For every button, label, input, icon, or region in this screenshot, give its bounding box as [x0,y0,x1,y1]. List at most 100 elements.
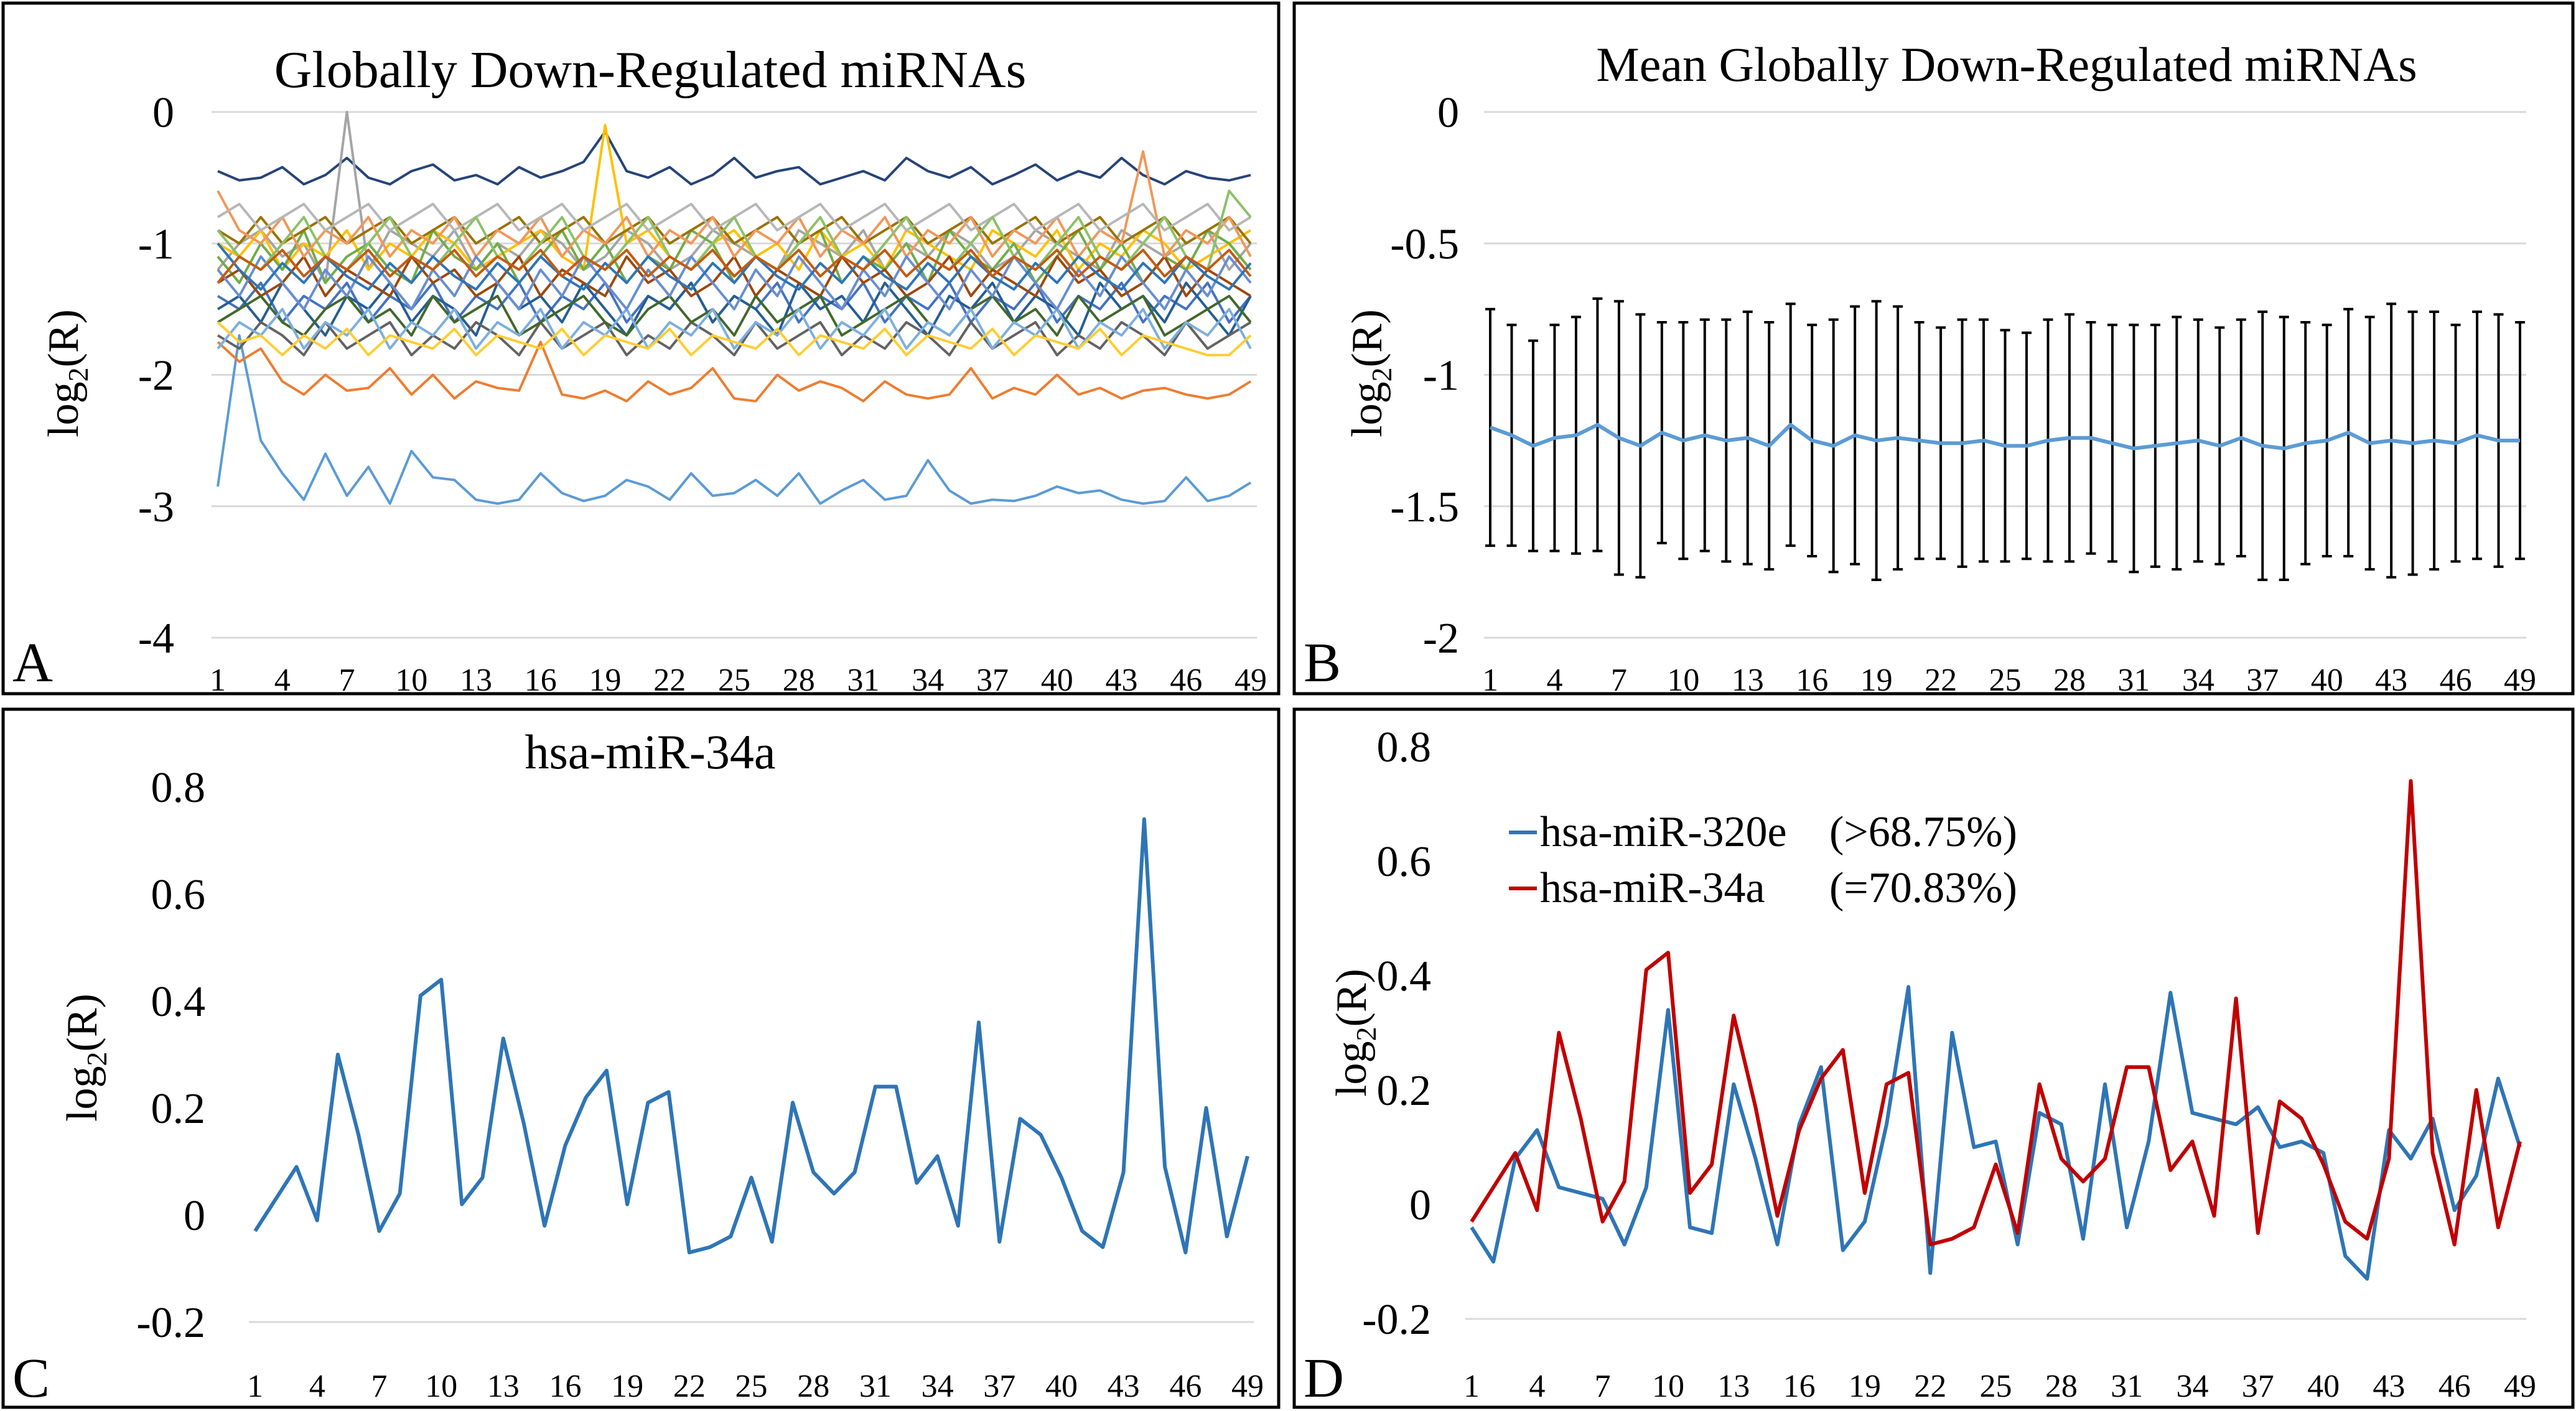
panel-c-x-tick-label: 37 [983,1369,1015,1404]
panel-b-x-tick-label: 19 [1860,663,1893,698]
panel-c-x-tick-label: 40 [1045,1369,1078,1404]
panel-d-x-tick-label: 25 [1980,1369,2012,1404]
panel-a-x-tick-label: 31 [847,663,880,698]
panel-a-series-line-14 [217,150,1252,258]
panel-d-y-tick-label: -0.2 [1362,1296,1431,1344]
panel-c-x-tick-label: 31 [859,1369,892,1404]
panel-b-x-tick-label: 13 [1732,663,1764,698]
y-axis-label-tail: (R) [58,994,106,1051]
panel-d-letter: D [1304,1348,1344,1409]
panel-a: 0 -1 -2 -3 -4 1 4 7 10 13 16 19 22 25 28 31 34 37 40 43 46 49… [1,1,1281,698]
panel-c-x-tick-label: 43 [1108,1369,1140,1404]
panel-a-x-tick-label: 46 [1170,663,1202,698]
panel-b-x-tick-label: 28 [2053,663,2086,698]
y-axis-label-sub: 2 [62,367,94,381]
panel-a-series-line-19 [217,243,1252,291]
panel-b-x-tick-label: 34 [2182,663,2214,698]
panel-a-x-tick-label: 10 [395,663,427,698]
panel-b-title: Mean Globally Down-Regulated miRNAs [1596,37,2417,91]
panel-c-x-tick-label: 7 [371,1369,387,1404]
panel-c-x-tick-label: 46 [1169,1369,1202,1404]
panel-d-y-tick-label: 0.6 [1377,838,1432,886]
legend-pct: (>68.75%) [1829,808,2017,856]
panel-c-y-tick-label: 0.6 [151,871,206,919]
panel-d-x-tick-label: 40 [2307,1369,2340,1404]
legend-pct: (=70.83%) [1829,864,2017,912]
y-axis-label-sub: 2 [1366,367,1398,381]
panel-d-x-tick-label: 10 [1652,1369,1684,1404]
panel-d-x-tick-label: 22 [1914,1369,1946,1404]
panel-a-x-tick-label: 37 [976,663,1009,698]
panel-c-frame [1,707,1281,1409]
panel-b-x-tick-label: 16 [1796,663,1828,698]
panel-d-x-tick-label: 16 [1783,1369,1816,1404]
panel-b-x-tick-label: 49 [2504,663,2536,698]
panel-d-frame [1292,707,2575,1409]
panel-b-x-tick-label: 43 [2375,663,2407,698]
panel-a-y-axis-label: log2(R) [40,309,94,437]
panel-b-y-tick-label: -0.5 [1390,220,1459,268]
panel-d-legend: hsa-miR-320e (>68.75%) hsa-miR-34a (=70.83%… [1509,808,2017,912]
panel-d-x-tick-label: 19 [1849,1369,1881,1404]
panel-c-title: hsa-miR-34a [525,725,776,779]
panel-c-x-tick-label: 49 [1231,1369,1264,1404]
panel-c-y-tick-label: 0 [184,1192,205,1240]
panel-b-frame [1292,1,2575,696]
panel-a-series-line-1 [217,130,1251,186]
panel-d-y-axis-label: log2(R) [1328,969,1382,1097]
panel-a-series-line-17 [217,255,1252,310]
panel-a-x-tick-label: 1 [210,663,226,698]
panel-d-x-tick-label: 31 [2111,1369,2143,1404]
panel-a-y-tick-label: -3 [138,483,174,531]
panel-a-y-tick-label: -1 [138,220,174,268]
panel-b-y-tick-label: -1.5 [1390,483,1459,531]
y-axis-label-main: log [1343,381,1391,437]
y-axis-label-tail: (R) [40,309,88,367]
panel-d-x-tick-label: 1 [1463,1369,1480,1404]
y-axis-label-sub: 2 [81,1051,113,1066]
panel-c-x-tick-label: 22 [673,1369,706,1404]
panel-a-y-tick-label: 0 [152,89,174,137]
panel-b: 0 -0.5 -1 -1.5 -2 1 4 7 10 13 16 19 22 25 28 31 34 37 40 43… [1292,1,2575,698]
panel-a-letter: A [12,632,53,694]
panel-a-title: Globally Down-Regulated miRNAs [274,41,1027,99]
panel-a-x-tick-label: 25 [718,663,750,698]
panel-d-series-line-2 [1470,779,2522,1247]
panel-a-x-tick-label: 19 [589,663,622,698]
panel-c: 0.8 0.6 0.4 0.2 0 -0.2 1 4 7 10 13 16 19 22 25 28 31 34 37… [1,707,1281,1409]
panel-a-x-tick-label: 34 [912,663,944,698]
panel-a-series-line-16 [217,321,1252,356]
panel-c-y-tick-label: 0.4 [151,978,206,1026]
panel-d-x-tick-label: 28 [2045,1369,2078,1404]
panel-a-series-line-10 [217,321,1252,356]
panel-d-x-tick-label: 34 [2176,1369,2208,1404]
panel-a-y-tick-label: -4 [138,615,174,663]
panel-d: 0.8 0.6 0.4 0.2 0 -0.2 1 4 7 10 13 16 19 22 25 28 31 34 37… [1292,707,2575,1409]
legend-label: hsa-miR-320e [1540,808,1787,856]
panel-a-x-tick-label: 16 [525,663,557,698]
panel-d-series-line-1 [1470,985,2522,1281]
panel-c-x-tick-label: 25 [735,1369,768,1404]
panel-b-series-line-1 [1489,422,2520,450]
panel-a-x-tick-label: 40 [1041,663,1073,698]
panel-a-series-line-2 [217,334,1252,505]
panel-d-y-tick-label: 0 [1409,1181,1431,1229]
panel-c-series-line-1 [253,817,1249,1255]
panel-a-x-tick-label: 43 [1106,663,1138,698]
panel-a-x-tick-label: 13 [460,663,492,698]
panel-d-x-tick-label: 49 [2504,1369,2536,1404]
panel-a-series-line-3 [217,340,1252,403]
panel-c-x-tick-label: 34 [922,1369,954,1404]
panel-d-y-tick-label: 0.8 [1377,724,1432,771]
legend-label: hsa-miR-34a [1540,864,1765,912]
panel-d-x-tick-label: 46 [2438,1369,2471,1404]
panel-a-x-tick-label: 28 [783,663,815,698]
panel-d-x-tick-label: 7 [1595,1369,1611,1404]
panel-c-letter: C [12,1348,50,1409]
panel-a-x-tick-label: 4 [274,663,291,698]
panel-a-series-line-20 [217,248,1252,284]
panel-a-x-tick-label: 49 [1234,663,1267,698]
panel-d-y-tick-label: 0.2 [1377,1067,1432,1115]
y-axis-label-main: log [40,381,88,437]
